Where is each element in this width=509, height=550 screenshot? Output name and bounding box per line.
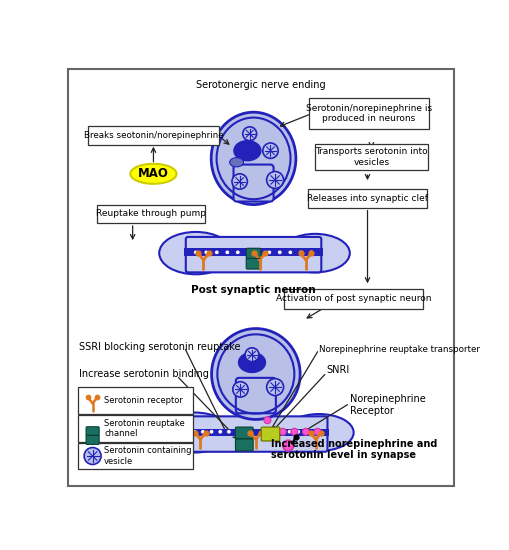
Ellipse shape [130,164,177,184]
FancyBboxPatch shape [246,248,261,259]
Circle shape [218,430,222,434]
FancyBboxPatch shape [97,205,205,223]
FancyBboxPatch shape [308,98,430,129]
Circle shape [267,172,284,189]
Text: Reuptake through pump: Reuptake through pump [96,210,206,218]
FancyBboxPatch shape [183,428,329,436]
FancyBboxPatch shape [184,249,323,256]
Circle shape [287,430,292,434]
Circle shape [193,250,198,255]
Circle shape [227,430,231,434]
FancyBboxPatch shape [246,258,261,269]
Circle shape [309,250,314,255]
Circle shape [245,348,259,362]
Ellipse shape [285,414,354,451]
Text: Transports serotonin into
vesicles: Transports serotonin into vesicles [315,147,428,167]
FancyBboxPatch shape [261,427,280,441]
Ellipse shape [234,141,261,161]
FancyBboxPatch shape [68,69,454,486]
FancyBboxPatch shape [315,144,428,170]
FancyBboxPatch shape [78,387,193,414]
Ellipse shape [212,328,300,420]
Text: Serotonin/norepinephrine is
produced in neurons: Serotonin/norepinephrine is produced in … [306,104,432,123]
FancyBboxPatch shape [78,443,193,470]
Circle shape [314,428,321,435]
Text: Serotonin containing
vesicle: Serotonin containing vesicle [104,446,192,466]
FancyBboxPatch shape [86,435,99,444]
FancyBboxPatch shape [234,164,273,201]
Circle shape [225,250,230,255]
FancyBboxPatch shape [308,189,427,208]
FancyBboxPatch shape [236,378,276,413]
Text: Releases into synaptic clef: Releases into synaptic clef [307,194,428,203]
Text: Serotonergic nerve ending: Serotonergic nerve ending [196,80,326,90]
Ellipse shape [159,232,233,274]
FancyBboxPatch shape [184,416,327,452]
Circle shape [209,430,214,434]
Circle shape [288,250,293,255]
Text: Breaks seotonin/norepinephrine: Breaks seotonin/norepinephrine [83,131,223,140]
Circle shape [296,430,300,434]
Text: Increased norepinephrine and
serotonin level in synapse: Increased norepinephrine and serotonin l… [271,439,438,460]
Text: Norepinephrine reuptake transporter: Norepinephrine reuptake transporter [319,345,480,354]
Circle shape [277,250,282,255]
Circle shape [243,127,257,141]
Text: SNRI: SNRI [327,365,350,375]
Circle shape [84,448,101,464]
Circle shape [233,382,248,397]
FancyBboxPatch shape [236,427,253,439]
FancyBboxPatch shape [186,237,321,272]
Circle shape [279,428,286,435]
Circle shape [278,430,283,434]
FancyBboxPatch shape [88,126,219,145]
Text: Activation of post synaptic neuron: Activation of post synaptic neuron [276,294,432,303]
Circle shape [267,378,284,395]
Text: MAO: MAO [138,167,169,180]
Circle shape [267,250,272,255]
Ellipse shape [158,412,231,453]
Ellipse shape [230,158,243,167]
Circle shape [235,430,240,434]
Ellipse shape [239,353,266,372]
FancyBboxPatch shape [236,439,253,451]
Text: Serotonin reuptake
channel: Serotonin reuptake channel [104,419,185,438]
Text: SSRI blocking serotonin reuptake: SSRI blocking serotonin reuptake [79,342,240,352]
Circle shape [201,430,205,434]
Circle shape [291,428,298,435]
FancyBboxPatch shape [86,427,99,436]
Circle shape [192,430,196,434]
Text: Serotonin receptor: Serotonin receptor [104,396,183,405]
FancyBboxPatch shape [78,415,193,442]
Circle shape [232,174,247,189]
Circle shape [204,250,209,255]
Circle shape [283,440,294,451]
Text: Increase serotonin binding: Increase serotonin binding [79,369,209,379]
Text: Post synaptic neuron: Post synaptic neuron [191,285,316,295]
Circle shape [264,417,271,424]
Circle shape [302,428,309,435]
Circle shape [214,250,219,255]
Circle shape [236,250,240,255]
Ellipse shape [211,112,296,205]
Circle shape [298,250,303,255]
FancyBboxPatch shape [285,289,423,309]
Ellipse shape [280,234,350,272]
Text: Norepinephrine
Receptor: Norepinephrine Receptor [350,394,426,416]
Circle shape [263,143,278,158]
